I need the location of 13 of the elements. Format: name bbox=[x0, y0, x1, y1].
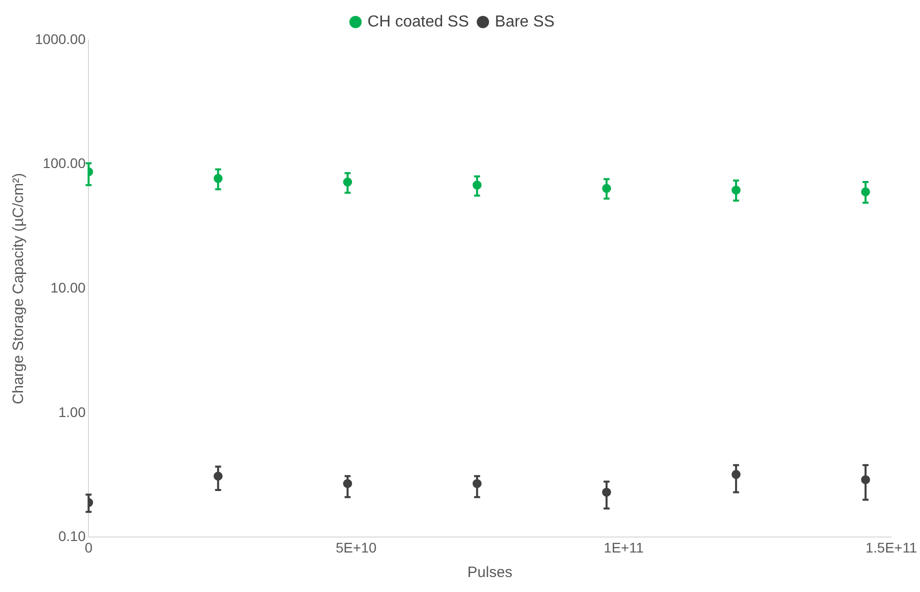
y-tick-label: 1000.00 bbox=[34, 30, 86, 47]
y-axis-title: Charge Storage Capacity (µC/cm²) bbox=[10, 172, 28, 404]
legend-label: Bare SS bbox=[494, 13, 554, 30]
y-tick-label: 10.00 bbox=[50, 279, 86, 296]
x-tick-label: 1E+11 bbox=[604, 539, 644, 556]
x-tick-label: 0 bbox=[84, 539, 93, 556]
x-axis-title: Pulses bbox=[467, 564, 512, 582]
x-tick-label: 5E+10 bbox=[336, 539, 377, 556]
y-tick-label: 1.00 bbox=[58, 404, 86, 420]
x-tick-label: 1.5E+11 bbox=[865, 539, 918, 556]
legend-label: CH coated SS bbox=[368, 13, 469, 30]
y-tick-label: 0.10 bbox=[58, 528, 86, 544]
y-tick-label: 100.00 bbox=[42, 155, 86, 172]
